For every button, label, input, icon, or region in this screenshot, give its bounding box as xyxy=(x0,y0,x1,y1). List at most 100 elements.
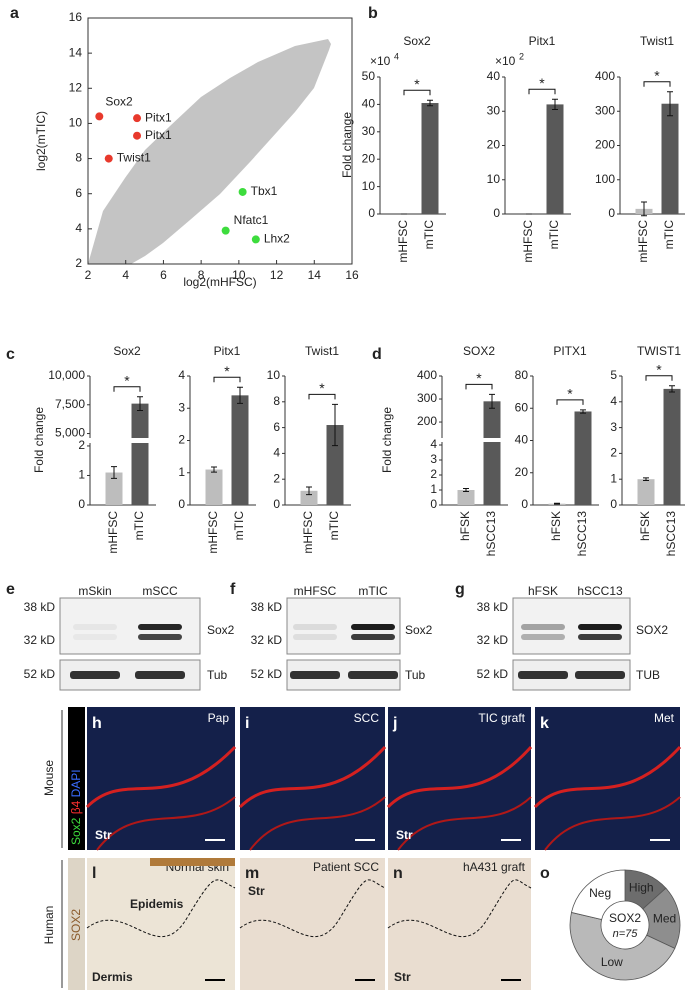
significance-bracket xyxy=(528,88,556,95)
significance: * xyxy=(224,363,230,379)
y-tick-label: 0 xyxy=(273,497,280,511)
sample-label: mHFSC xyxy=(294,584,337,598)
point-label: Tbx1 xyxy=(251,184,278,198)
fluorescence-image xyxy=(240,707,385,850)
pie-slice xyxy=(570,869,626,921)
y-tick-label: 14 xyxy=(69,45,83,59)
y-tick-label: 4 xyxy=(430,437,437,451)
y-tick-label: 3 xyxy=(610,420,617,434)
axis-break xyxy=(86,438,156,443)
image-label: TIC graft xyxy=(478,711,525,725)
x-tick-label: 12 xyxy=(270,268,284,282)
significance: * xyxy=(654,67,660,83)
image-label: Patient SCC xyxy=(313,860,379,874)
y-tick-label: 10 xyxy=(362,179,376,193)
sample-label: hSCC13 xyxy=(577,584,623,598)
panel-letter: j xyxy=(392,715,397,732)
error-bar xyxy=(137,396,143,412)
highlight-point xyxy=(251,235,260,244)
y-axis-label: log2(mTIC) xyxy=(34,111,48,171)
x-tick-label: mTIC xyxy=(662,220,676,250)
y-tick-label: 10 xyxy=(69,116,83,130)
point-label: Sox2 xyxy=(105,95,133,109)
stain-label: SOX2 xyxy=(69,909,83,941)
bar xyxy=(457,490,475,505)
y-tick-label: 0 xyxy=(178,497,185,511)
membrane-stain xyxy=(533,745,682,809)
y-tick-label: 10 xyxy=(487,172,501,186)
chart-title: Pitx1 xyxy=(214,344,241,358)
significance-bracket xyxy=(213,376,241,383)
y-tick-label: 40 xyxy=(362,97,376,111)
fluorescence-image xyxy=(535,707,680,850)
membrane-stain xyxy=(85,745,237,809)
y-tick-label: 5 xyxy=(610,368,617,382)
panel-letter: n xyxy=(393,865,403,882)
blot-band xyxy=(521,624,565,630)
slice-label: Med xyxy=(653,911,676,925)
y-tick-label: 2 xyxy=(178,433,185,447)
y-tick-label: 4 xyxy=(75,221,82,235)
panel-letter: e xyxy=(6,581,15,598)
y-tick-label: 30 xyxy=(487,103,501,117)
x-axis-label: log2(mHFSC) xyxy=(183,275,256,289)
sample-label: mSkin xyxy=(78,584,111,598)
y-tick-label: 50 xyxy=(362,69,376,83)
panel-letter: a xyxy=(10,5,19,22)
slice-label: Neg xyxy=(589,886,611,900)
highlight-point xyxy=(221,226,230,235)
panel-letter: b xyxy=(368,5,378,22)
highlight-point xyxy=(95,112,104,121)
scale-label: ×10 xyxy=(495,54,516,68)
bar xyxy=(421,103,439,214)
stain-strip xyxy=(68,858,85,990)
y-tick-label: 2 xyxy=(78,438,85,452)
x-tick-label: mHFSC xyxy=(521,220,535,263)
panel-letter: f xyxy=(230,581,236,598)
y-tick-label: 5,000 xyxy=(55,426,85,440)
x-tick-label: hFSK xyxy=(638,511,652,541)
y-tick-label: 1 xyxy=(78,468,85,482)
y-tick-label: 10,000 xyxy=(48,368,85,382)
bar xyxy=(637,479,655,505)
significance-bracket xyxy=(556,399,584,405)
error-bar xyxy=(211,466,217,473)
scale-label: ×10 xyxy=(370,54,391,68)
region-label: Str xyxy=(248,884,265,898)
image-label: SCC xyxy=(354,711,380,725)
scale-exponent: 2 xyxy=(519,51,524,61)
bar xyxy=(546,104,564,214)
chart-title: Sox2 xyxy=(403,34,431,48)
panel-letter: h xyxy=(92,715,102,732)
chart-title: Twist1 xyxy=(305,344,339,358)
membrane-stain xyxy=(96,796,236,851)
significance-bracket xyxy=(465,383,493,390)
x-tick-label: 4 xyxy=(122,268,129,282)
point-label: Nfatc1 xyxy=(234,213,269,227)
significance: * xyxy=(319,380,325,396)
significance: * xyxy=(476,370,482,386)
x-tick-label: 10 xyxy=(232,268,246,282)
blot-band xyxy=(135,671,185,679)
error-bar xyxy=(641,201,647,217)
error-bar xyxy=(580,409,586,414)
error-bar xyxy=(463,488,469,492)
blot-band xyxy=(578,624,622,630)
y-tick-label: 3 xyxy=(430,452,437,466)
image-label: Met xyxy=(654,711,675,725)
highlight-point xyxy=(238,187,247,196)
y-tick-label: 20 xyxy=(515,465,529,479)
y-tick-label: 4 xyxy=(610,394,617,408)
y-tick-label: 6 xyxy=(273,420,280,434)
significance: * xyxy=(656,362,662,378)
marker-label: 52 kD xyxy=(251,667,283,681)
x-tick-label: mHFSC xyxy=(396,220,410,263)
blot-band xyxy=(351,624,395,630)
chart-title: Sox2 xyxy=(113,344,141,358)
error-bar xyxy=(237,386,243,404)
tissue-boundary xyxy=(387,879,532,938)
point-label: Twist1 xyxy=(117,151,151,165)
significance: * xyxy=(539,75,545,91)
membrane-stain xyxy=(386,745,533,809)
marker-label: 38 kD xyxy=(251,600,283,614)
